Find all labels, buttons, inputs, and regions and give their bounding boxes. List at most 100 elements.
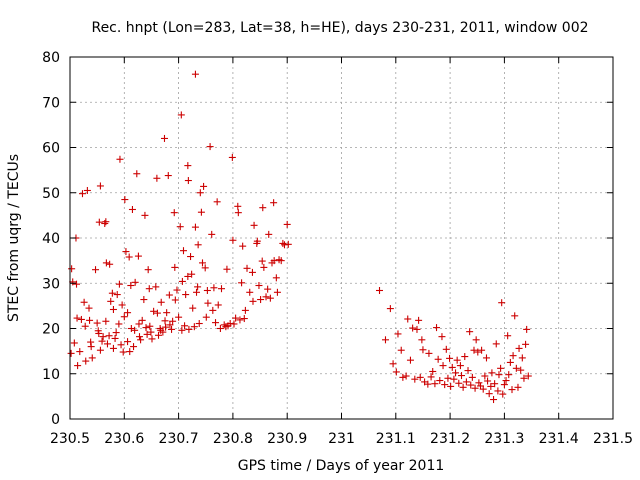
- data-point: [133, 170, 141, 178]
- data-point: [397, 346, 405, 354]
- data-point: [206, 143, 214, 151]
- data-point: [273, 288, 281, 296]
- data-point: [115, 320, 123, 328]
- x-tick-label: 231.3: [484, 431, 524, 447]
- data-point: [96, 346, 104, 354]
- data-point: [448, 363, 456, 371]
- data-point: [517, 366, 525, 374]
- data-point: [73, 280, 81, 288]
- data-point: [140, 296, 148, 304]
- data-point: [181, 322, 189, 330]
- data-point: [277, 257, 285, 265]
- data-point: [392, 368, 400, 376]
- data-point: [136, 333, 144, 341]
- data-points: [67, 70, 532, 404]
- data-point: [228, 153, 236, 161]
- data-point: [404, 315, 412, 323]
- data-point: [459, 383, 467, 391]
- data-point: [418, 336, 426, 344]
- y-tick-label: 10: [42, 367, 60, 383]
- data-point: [119, 348, 127, 356]
- data-point: [92, 266, 100, 274]
- data-point: [441, 381, 449, 389]
- data-point: [522, 340, 530, 348]
- data-point: [105, 332, 113, 340]
- x-axis-label: GPS time / Days of year 2011: [238, 458, 445, 474]
- data-point: [194, 241, 202, 249]
- data-point: [144, 266, 152, 274]
- data-point: [458, 372, 466, 380]
- data-point: [262, 293, 270, 301]
- data-point: [153, 309, 161, 317]
- data-point: [204, 299, 212, 307]
- data-point: [438, 333, 446, 341]
- data-point: [216, 325, 224, 332]
- data-point: [433, 324, 441, 332]
- y-tick-label: 20: [42, 322, 60, 338]
- data-point: [70, 339, 78, 347]
- x-tick-label: 230.7: [159, 431, 199, 447]
- data-point: [485, 390, 493, 398]
- data-point: [124, 309, 132, 317]
- data-point: [195, 320, 203, 328]
- data-point: [389, 360, 397, 368]
- data-point: [106, 260, 114, 268]
- data-point: [376, 286, 384, 294]
- x-tick-label: 231.5: [593, 431, 633, 447]
- data-point: [487, 382, 495, 390]
- data-point: [238, 279, 246, 287]
- data-point: [107, 297, 115, 305]
- data-point: [189, 304, 197, 312]
- data-point: [93, 319, 101, 327]
- data-point: [442, 345, 450, 353]
- data-point: [157, 298, 165, 306]
- data-point: [511, 312, 519, 320]
- data-point: [143, 330, 151, 338]
- data-point: [134, 252, 142, 260]
- data-point: [138, 316, 146, 324]
- data-point: [187, 253, 195, 261]
- data-point: [497, 364, 505, 372]
- data-point: [255, 282, 263, 290]
- data-point: [131, 326, 139, 334]
- x-tick-label: 231: [328, 431, 355, 447]
- data-point: [284, 240, 292, 248]
- data-point: [177, 111, 185, 119]
- data-point: [491, 380, 499, 388]
- data-point: [424, 380, 432, 388]
- data-point: [76, 348, 84, 356]
- data-point: [128, 205, 136, 213]
- grid: [70, 57, 613, 419]
- data-point: [142, 324, 150, 332]
- data-point: [113, 291, 121, 299]
- data-point: [250, 221, 258, 229]
- data-point: [120, 313, 128, 321]
- data-point: [203, 286, 211, 294]
- data-point: [81, 322, 89, 330]
- y-tick-label: 50: [42, 186, 60, 202]
- data-point: [484, 377, 492, 385]
- data-point: [472, 336, 480, 344]
- data-point: [427, 373, 435, 381]
- data-point: [490, 396, 498, 404]
- data-point: [137, 336, 145, 344]
- data-point: [182, 291, 190, 299]
- data-point: [210, 284, 218, 292]
- data-point: [171, 263, 179, 271]
- data-point: [462, 378, 470, 386]
- data-point: [108, 289, 116, 297]
- data-point: [178, 326, 186, 334]
- x-tick-label: 231.2: [430, 431, 470, 447]
- data-point: [118, 301, 126, 309]
- data-point: [78, 190, 86, 198]
- data-point: [193, 288, 201, 296]
- data-point: [482, 354, 490, 362]
- y-tick-label: 30: [42, 276, 60, 292]
- data-point: [270, 257, 278, 265]
- data-point: [456, 362, 464, 370]
- data-point: [243, 264, 251, 272]
- data-point: [431, 380, 439, 388]
- data-point: [208, 230, 216, 238]
- data-point: [474, 348, 482, 356]
- data-point: [508, 386, 516, 394]
